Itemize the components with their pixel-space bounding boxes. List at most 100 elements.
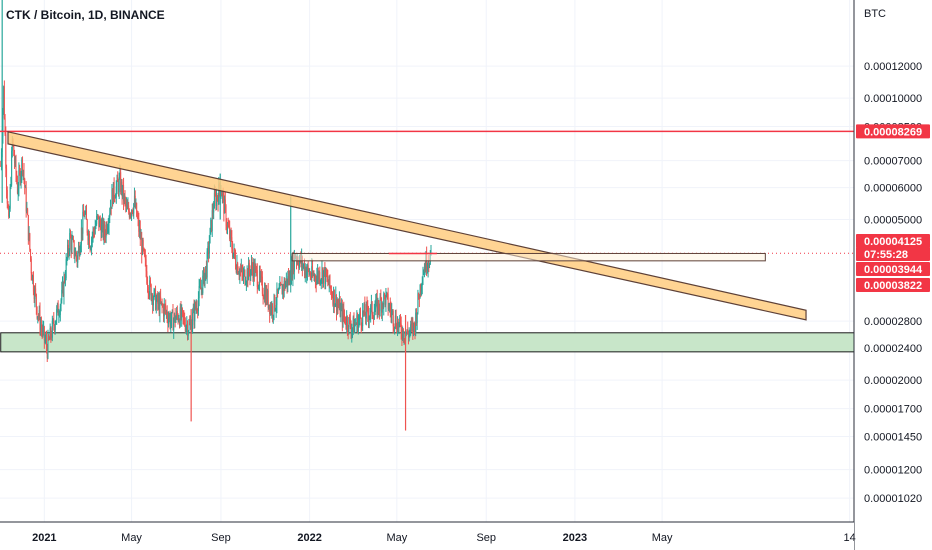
candle-body	[44, 339, 46, 341]
candle-body	[181, 308, 183, 311]
candle-body	[274, 295, 276, 310]
candle-body	[200, 287, 202, 290]
candle-body	[82, 211, 84, 234]
candle-body	[62, 283, 64, 290]
drawing-layer-front	[0, 130, 854, 321]
candle-body	[415, 312, 417, 324]
candle-body	[232, 252, 234, 257]
candle-body	[67, 244, 69, 253]
candle-body	[347, 328, 349, 332]
candle-body	[64, 276, 66, 281]
candle-body	[256, 270, 258, 288]
candle-body	[425, 254, 427, 272]
candle-body	[302, 265, 304, 268]
candle-body	[177, 315, 179, 322]
candle-body	[283, 280, 285, 292]
candle-body	[200, 285, 202, 290]
candle-body	[7, 203, 9, 209]
candle-body	[377, 300, 379, 315]
x-tick-label: Sep	[476, 532, 496, 544]
candle-body	[379, 296, 381, 311]
candle-body	[185, 326, 187, 332]
candle-body	[31, 273, 33, 281]
candle-body	[42, 328, 44, 333]
candle-body	[81, 227, 83, 234]
candle-body	[406, 329, 408, 334]
candle-body	[68, 251, 70, 253]
candle-body	[148, 293, 150, 296]
candle-body	[407, 329, 409, 334]
price-badge-text: 07:55:28	[864, 249, 908, 261]
candle-body	[238, 273, 240, 276]
candle-body	[21, 159, 23, 175]
candle-body	[184, 324, 186, 332]
candle-body	[15, 158, 17, 175]
candle-body	[191, 325, 193, 333]
candle-body	[221, 193, 223, 197]
time-axis-panel[interactable]	[0, 522, 854, 550]
candle-body	[139, 227, 141, 240]
range-box	[291, 252, 766, 262]
candle-body	[112, 189, 114, 204]
candle-body	[217, 198, 219, 205]
candle-body	[153, 289, 155, 299]
candle-body	[66, 257, 68, 260]
candle-body	[85, 210, 87, 214]
candle-body	[138, 218, 140, 232]
candle-body	[351, 329, 353, 334]
candle-body	[277, 288, 279, 294]
candle-body	[255, 266, 257, 268]
candle-body	[324, 267, 326, 284]
chart-title: CTK / Bitcoin, 1D, BINANCE	[6, 8, 165, 22]
candle-body	[366, 304, 368, 306]
candle-body	[241, 266, 243, 273]
candle-body	[157, 299, 159, 304]
candle-body	[259, 271, 261, 278]
candle-body	[123, 184, 125, 202]
candle-body	[400, 323, 402, 334]
candle-body	[83, 211, 85, 216]
candle-body	[32, 275, 34, 281]
candle-body	[92, 229, 94, 237]
candle-body	[314, 275, 316, 281]
candle-body	[113, 182, 115, 198]
candle-body	[159, 296, 161, 314]
candle-body	[168, 314, 170, 319]
candle-body	[208, 243, 210, 254]
candle-body	[170, 320, 172, 326]
x-tick-label: 2023	[563, 532, 587, 544]
candle-body	[261, 275, 263, 277]
candle-body	[129, 214, 131, 218]
candle-body	[231, 237, 233, 249]
candle-body	[229, 227, 231, 239]
candle-body	[26, 209, 28, 212]
candle-body	[173, 319, 175, 331]
candle-body	[309, 273, 311, 278]
candle-body	[310, 277, 312, 279]
candle-body	[308, 268, 310, 275]
candle-body	[52, 319, 54, 321]
y-tick-label: 0.00001020	[864, 493, 922, 505]
candle-body	[41, 328, 43, 333]
candle-body	[4, 118, 6, 135]
candle-body	[390, 309, 392, 315]
candle-body	[349, 317, 351, 319]
candle-body	[395, 315, 397, 328]
candle-body	[16, 182, 18, 194]
candle-body	[214, 192, 216, 195]
candle-body	[196, 306, 198, 311]
candle-body	[45, 338, 47, 340]
candle-body	[140, 237, 142, 240]
candle-body	[6, 168, 8, 191]
candle-body	[419, 284, 421, 299]
candle-body	[412, 323, 414, 333]
candle-body	[358, 317, 360, 321]
candle-body	[50, 327, 52, 338]
candle-body	[89, 247, 91, 250]
candle-body	[64, 277, 66, 281]
candle-body	[3, 86, 5, 111]
candle-body	[215, 194, 217, 206]
candle-body	[264, 289, 266, 305]
candle-body	[145, 259, 147, 272]
